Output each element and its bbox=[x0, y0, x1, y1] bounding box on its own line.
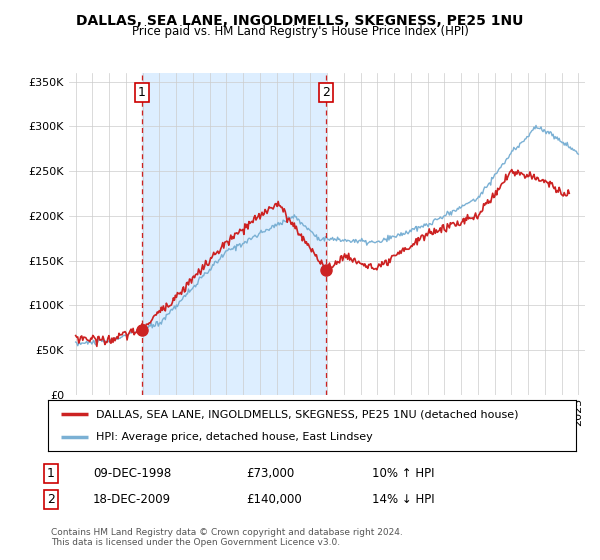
Text: 10% ↑ HPI: 10% ↑ HPI bbox=[372, 466, 434, 480]
Text: HPI: Average price, detached house, East Lindsey: HPI: Average price, detached house, East… bbox=[95, 432, 372, 442]
Text: 14% ↓ HPI: 14% ↓ HPI bbox=[372, 493, 434, 506]
Text: £73,000: £73,000 bbox=[246, 466, 294, 480]
Text: 2: 2 bbox=[47, 493, 55, 506]
Text: 1: 1 bbox=[47, 466, 55, 480]
Bar bbox=[142, 73, 326, 395]
Text: 1: 1 bbox=[138, 86, 146, 99]
Text: DALLAS, SEA LANE, INGOLDMELLS, SKEGNESS, PE25 1NU (detached house): DALLAS, SEA LANE, INGOLDMELLS, SKEGNESS,… bbox=[95, 409, 518, 419]
Text: Price paid vs. HM Land Registry's House Price Index (HPI): Price paid vs. HM Land Registry's House … bbox=[131, 25, 469, 38]
Text: DALLAS, SEA LANE, INGOLDMELLS, SKEGNESS, PE25 1NU: DALLAS, SEA LANE, INGOLDMELLS, SKEGNESS,… bbox=[76, 14, 524, 28]
Text: 2: 2 bbox=[322, 86, 330, 99]
Text: Contains HM Land Registry data © Crown copyright and database right 2024.
This d: Contains HM Land Registry data © Crown c… bbox=[51, 528, 403, 547]
Text: 18-DEC-2009: 18-DEC-2009 bbox=[93, 493, 171, 506]
Text: 09-DEC-1998: 09-DEC-1998 bbox=[93, 466, 171, 480]
Text: £140,000: £140,000 bbox=[246, 493, 302, 506]
